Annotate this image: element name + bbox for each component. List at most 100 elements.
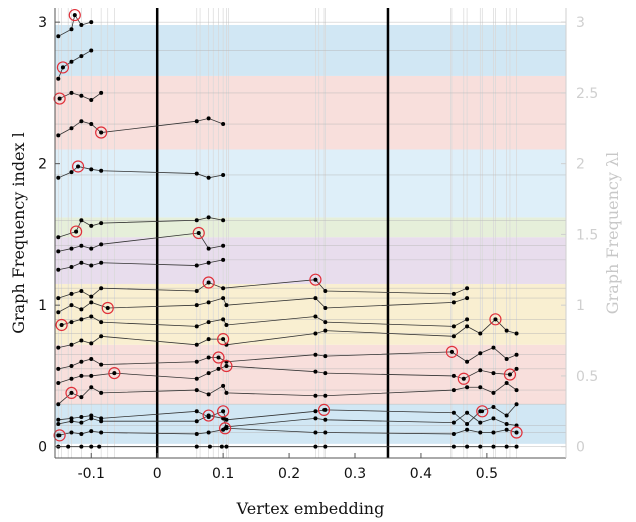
data-point [465,422,470,427]
data-point [69,27,74,32]
data-point [79,373,84,378]
data-point [69,264,74,269]
data-point [451,431,456,436]
data-point [313,314,318,319]
data-point [491,371,496,376]
data-point [221,416,226,421]
highlight-ring [202,276,215,289]
frequency-band [55,392,566,405]
data-point [221,243,226,248]
data-point [89,20,94,25]
data-point [89,122,94,127]
data-point [89,444,94,449]
data-point [313,296,318,301]
data-point [194,342,199,347]
data-point [79,22,84,27]
data-point [79,414,84,419]
data-point [89,97,94,102]
data-point [465,427,470,432]
data-point [56,296,61,301]
highlight-ring [212,351,225,364]
data-point [478,430,483,435]
right-y-tick-label: 0 [576,440,585,456]
highlight-point [480,409,485,414]
left-y-tick-label: 3 [38,15,47,31]
data-point [451,410,456,415]
data-point [504,444,509,449]
data-point [99,419,104,424]
data-point [79,420,84,425]
data-point [478,420,483,425]
highlight-ring [219,422,232,435]
data-point [313,409,318,414]
highlight-point [322,408,326,412]
data-point [56,76,61,81]
data-point [465,324,470,329]
data-point [194,218,199,223]
data-point [221,257,226,262]
left-y-tick-label: 0 [38,440,47,456]
data-point [491,405,496,410]
frequency-band [55,404,566,444]
data-point [79,289,84,294]
highlight-ring [503,368,517,381]
data-point [194,303,199,308]
data-point [56,366,61,371]
data-point [89,314,94,319]
highlight-point [206,280,211,285]
data-point [99,221,104,226]
data-point [89,246,94,251]
highlight-ring [309,273,322,286]
data-point [194,263,199,268]
data-point [99,286,104,291]
data-point [194,119,199,124]
data-point [56,133,61,138]
data-point [56,422,61,427]
data-point [219,444,224,449]
data-point [89,167,94,172]
left-y-tick-label: 2 [38,157,47,173]
data-point [478,331,483,336]
data-point [79,260,84,265]
data-point [89,356,94,361]
x-axis-label: Vertex embedding [236,499,385,518]
data-point [221,172,226,177]
data-point [194,444,199,449]
data-point [66,444,71,449]
highlight-point [508,372,512,377]
data-point [56,402,61,407]
highlight-ring [220,359,233,373]
frequency-band [55,149,566,218]
frequency-band [55,217,566,238]
frequency-band [55,75,566,150]
series-line [58,217,224,238]
right-y-tick-label: 0.5 [576,369,598,385]
data-point [69,320,74,325]
data-point [99,260,104,265]
data-point [514,352,519,357]
highlight-ring [192,226,205,240]
data-point [56,249,61,254]
data-point [491,444,496,449]
data-point [514,444,519,449]
data-point [313,352,318,357]
data-point [97,444,102,449]
x-tick-label: 0.3 [344,466,366,482]
data-point [56,235,61,240]
data-point [478,444,483,449]
data-point [89,413,94,418]
data-point [79,359,84,364]
data-point [56,310,61,315]
x-tick-label: 0.5 [476,466,498,482]
data-point [451,324,456,329]
data-point [89,223,94,228]
data-point [465,410,470,415]
highlight-point [216,355,221,360]
data-point [504,413,509,418]
data-point [69,342,74,347]
highlight-point [57,96,62,101]
data-point [69,126,74,131]
data-point [89,373,94,378]
data-point [89,416,94,421]
data-point [194,419,199,424]
